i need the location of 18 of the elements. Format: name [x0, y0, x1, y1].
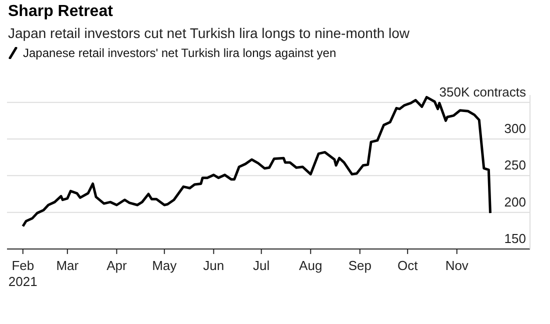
y-tick-label: 150 [504, 231, 526, 246]
x-tick-label: Feb 2021 [8, 258, 38, 289]
x-tick-label: Apr [106, 258, 128, 273]
x-tick-label: Aug [299, 258, 322, 273]
chart-subtitle: Japan retail investors cut net Turkish lira longs to nine-month low [8, 25, 410, 41]
y-tick-label: 350K contracts [439, 84, 526, 100]
y-tick-label: 300 [504, 121, 526, 136]
y-tick-label: 250 [504, 158, 526, 173]
x-tick-label: Oct [397, 258, 418, 273]
x-tick-label: Mar [56, 258, 80, 273]
x-tick-label: Jun [203, 258, 224, 273]
x-tick-label: Jul [253, 258, 270, 273]
y-tick-label: 200 [504, 194, 526, 210]
chart-title: Sharp Retreat [8, 3, 113, 21]
legend-label: Japanese retail investors' net Turkish lira longs against yen [22, 46, 336, 60]
x-tick-label: May [152, 258, 178, 273]
x-tick-label: Nov [445, 258, 469, 273]
x-tick-label: Sep [348, 258, 372, 273]
